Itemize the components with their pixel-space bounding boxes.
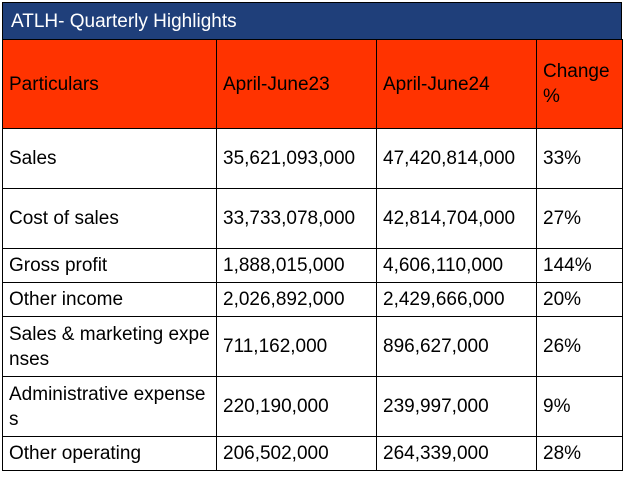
table-row: Administrative expenses 220,190,000 239,… — [2, 376, 623, 437]
row-change: 26% — [536, 316, 623, 377]
row-change: 20% — [536, 282, 623, 317]
row-value-2024: 264,339,000 — [376, 436, 537, 471]
quarterly-highlights-sheet: ATLH- Quarterly Highlights Particulars A… — [2, 2, 623, 471]
row-label: Other operating — [2, 436, 217, 471]
table-row: Cost of sales 33,733,078,000 42,814,704,… — [2, 188, 623, 249]
header-row: Particulars April-June23 April-June24 Ch… — [2, 39, 623, 129]
row-value-2023: 33,733,078,000 — [216, 188, 377, 249]
highlights-table: Particulars April-June23 April-June24 Ch… — [2, 39, 623, 471]
row-value-2024: 42,814,704,000 — [376, 188, 537, 249]
header-particulars: Particulars — [2, 39, 217, 129]
row-value-2023: 206,502,000 — [216, 436, 377, 471]
row-label: Gross profit — [2, 248, 217, 283]
row-value-2024: 896,627,000 — [376, 316, 537, 377]
row-value-2024: 2,429,666,000 — [376, 282, 537, 317]
row-label: Cost of sales — [2, 188, 217, 249]
row-value-2023: 220,190,000 — [216, 376, 377, 437]
row-change: 28% — [536, 436, 623, 471]
table-row: Sales & marketing expenses 711,162,000 8… — [2, 316, 623, 377]
table-row: Other income 2,026,892,000 2,429,666,000… — [2, 282, 623, 317]
row-label: Sales & marketing expenses — [2, 316, 217, 377]
table-row: Other operating 206,502,000 264,339,000 … — [2, 436, 623, 471]
row-value-2023: 2,026,892,000 — [216, 282, 377, 317]
table-row: Gross profit 1,888,015,000 4,606,110,000… — [2, 248, 623, 283]
row-label: Other income — [2, 282, 217, 317]
row-label: Sales — [2, 128, 217, 189]
row-value-2023: 711,162,000 — [216, 316, 377, 377]
header-april-june24: April-June24 — [376, 39, 537, 129]
header-april-june23: April-June23 — [216, 39, 377, 129]
row-change: 144% — [536, 248, 623, 283]
table-title: ATLH- Quarterly Highlights — [2, 2, 622, 39]
row-value-2023: 1,888,015,000 — [216, 248, 377, 283]
row-value-2023: 35,621,093,000 — [216, 128, 377, 189]
row-change: 9% — [536, 376, 623, 437]
row-label: Administrative expenses — [2, 376, 217, 437]
row-value-2024: 4,606,110,000 — [376, 248, 537, 283]
row-change: 33% — [536, 128, 623, 189]
row-value-2024: 47,420,814,000 — [376, 128, 537, 189]
row-value-2024: 239,997,000 — [376, 376, 537, 437]
table-row: Sales 35,621,093,000 47,420,814,000 33% — [2, 128, 623, 189]
header-change-percent: Change % — [536, 39, 623, 129]
row-change: 27% — [536, 188, 623, 249]
